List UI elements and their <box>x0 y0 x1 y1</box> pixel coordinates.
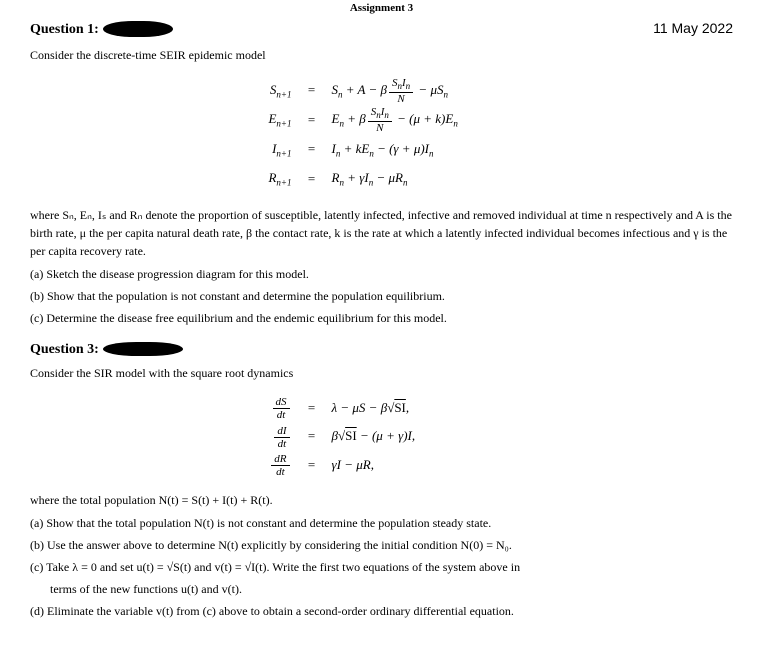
q1-eq-2: En+1 = En + βSnInN − (μ + k)En <box>30 105 733 134</box>
q1-part-a: (a) Sketch the disease progression diagr… <box>30 267 733 282</box>
q1-eq-4: Rn+1 = Rn + γIn − μRn <box>30 164 733 193</box>
q3-intro: Consider the SIR model with the square r… <box>30 364 733 382</box>
q1-eq-3: In+1 = In + kEn − (γ + μ)In <box>30 135 733 164</box>
q3-equations: dSdt = λ − μS − β√SI, dIdt = β√SI − (μ +… <box>30 394 733 480</box>
q3-eq-1: dSdt = λ − μS − β√SI, <box>30 394 733 423</box>
redacted-mark-2 <box>103 342 183 356</box>
assignment-header: Assignment 3 <box>350 2 413 14</box>
redacted-mark-1 <box>103 21 173 37</box>
q3-part-d: (d) Eliminate the variable v(t) from (c)… <box>30 604 733 619</box>
q1-part-c: (c) Determine the disease free equilibri… <box>30 311 733 326</box>
q3-part-a: (a) Show that the total population N(t) … <box>30 516 733 531</box>
question-1-label: Question 1: <box>30 22 99 37</box>
q3-part-c: (c) Take λ = 0 and set u(t) = √S(t) and … <box>30 560 733 575</box>
q1-intro: Consider the discrete-time SEIR epidemic… <box>30 46 733 64</box>
q3-eq-3: dRdt = γI − μR, <box>30 451 733 480</box>
q3-part-c-cont: terms of the new functions u(t) and v(t)… <box>30 582 733 597</box>
question-3-header: Question 3: <box>30 340 733 358</box>
q1-part-b: (b) Show that the population is not cons… <box>30 289 733 304</box>
question-3-label: Question 3: <box>30 342 99 357</box>
q3-part-b: (b) Use the answer above to determine N(… <box>30 538 733 553</box>
header-row: Question 1: 11 May 2022 <box>30 20 733 38</box>
document-page: Assignment 3 Question 1: 11 May 2022 Con… <box>0 0 763 646</box>
q1-description: where Sₙ, Eₙ, Iₛ and Rₙ denote the propo… <box>30 206 733 260</box>
q3-eq-2: dIdt = β√SI − (μ + γ)I, <box>30 422 733 451</box>
question-1-header: Question 1: <box>30 20 173 38</box>
date-label: 11 May 2022 <box>653 20 733 36</box>
q1-equations: Sn+1 = Sn + A − βSnInN − μSn En+1 = En +… <box>30 76 733 194</box>
assignment-label: Assignment 3 <box>350 2 413 14</box>
q1-eq-1: Sn+1 = Sn + A − βSnInN − μSn <box>30 76 733 105</box>
q3-population: where the total population N(t) = S(t) +… <box>30 491 733 509</box>
